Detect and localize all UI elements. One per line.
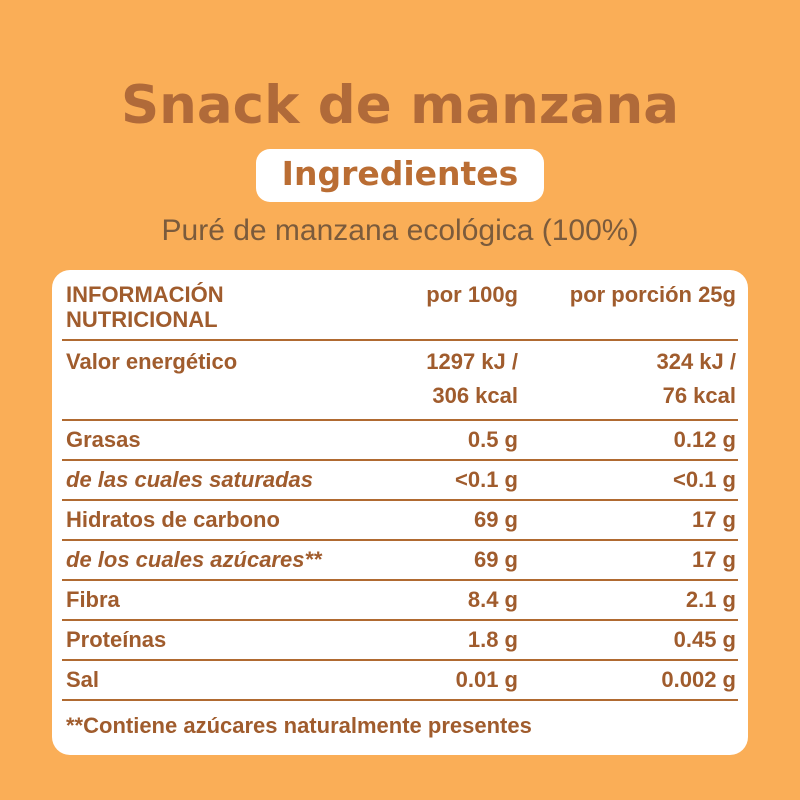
table-row-proteinas: Proteínas 1.8 g 0.45 g xyxy=(62,621,738,661)
nutrition-facts-card: INFORMACIÓN NUTRICIONAL por 100g por por… xyxy=(52,269,748,755)
table-row-sal: Sal 0.01 g 0.002 g xyxy=(62,661,738,701)
ingredients-badge-label: Ingredientes xyxy=(281,153,519,193)
row-value-per100: <0.1 g xyxy=(455,466,518,492)
table-row-grasas: Grasas 0.5 g 0.12 g xyxy=(62,421,738,461)
row-value-per25: 2.1 g xyxy=(685,586,736,612)
row-label: de las cuales saturadas xyxy=(66,466,314,492)
row-value-per25: 0.002 g xyxy=(661,666,736,692)
table-header-row: INFORMACIÓN NUTRICIONAL por 100g por por… xyxy=(62,276,738,341)
table-row-saturadas: de las cuales saturadas <0.1 g <0.1 g xyxy=(62,461,738,501)
row-value-per25: 17 g xyxy=(691,506,736,532)
row-value-per25: <0.1 g xyxy=(673,466,736,492)
table-row-fibra: Fibra 8.4 g 2.1 g xyxy=(62,581,738,621)
table-row-azucares: de los cuales azúcares** 69 g 17 g xyxy=(62,541,738,581)
table-row-hidratos: Hidratos de carbono 69 g 17 g xyxy=(62,501,738,541)
row-label: Fibra xyxy=(66,586,120,612)
ingredients-text: Puré de manzana ecológica (100%) xyxy=(161,213,639,247)
table-row-valor-energetico: Valor energético 1297 kJ / 306 kcal 324 … xyxy=(62,341,738,421)
table-header-per25: por porción 25g xyxy=(569,281,736,307)
row-label: de los cuales azúcares** xyxy=(66,546,322,572)
row-label: Grasas xyxy=(66,426,141,452)
ingredients-badge-wrap: Ingredientes xyxy=(0,148,800,202)
product-title: Snack de manzana xyxy=(121,75,679,136)
row-value-per25: 0.45 g xyxy=(673,626,736,652)
row-value-per100: 69 g xyxy=(473,546,518,572)
ingredients-badge: Ingredientes xyxy=(255,148,545,202)
row-label: Proteínas xyxy=(66,626,167,652)
table-header-per100: por 100g xyxy=(426,281,518,307)
row-value-per100: 8.4 g xyxy=(467,586,518,612)
row-value-per100: 69 g xyxy=(473,506,518,532)
energy-kj-per100: 1297 kJ / xyxy=(426,348,518,374)
energy-kcal-per100: 306 kcal xyxy=(432,382,518,408)
row-value-per100: 1297 kJ / 306 kcal xyxy=(328,345,518,413)
row-value-per25: 17 g xyxy=(691,546,736,572)
row-label: Sal xyxy=(66,666,100,692)
table-header-info: INFORMACIÓN NUTRICIONAL xyxy=(66,281,224,332)
row-value-per100: 1.8 g xyxy=(467,626,518,652)
row-label: Valor energético xyxy=(66,348,238,374)
sugars-footnote: **Contiene azúcares naturalmente present… xyxy=(66,712,532,738)
energy-kj-per25: 324 kJ / xyxy=(656,348,736,374)
row-value-per25: 0.12 g xyxy=(673,426,736,452)
row-label: Hidratos de carbono xyxy=(66,506,280,532)
row-value-per100: 0.01 g xyxy=(455,666,518,692)
row-value-per100: 0.5 g xyxy=(467,426,518,452)
energy-kcal-per25: 76 kcal xyxy=(662,382,736,408)
row-value-per25: 324 kJ / 76 kcal xyxy=(518,345,736,413)
